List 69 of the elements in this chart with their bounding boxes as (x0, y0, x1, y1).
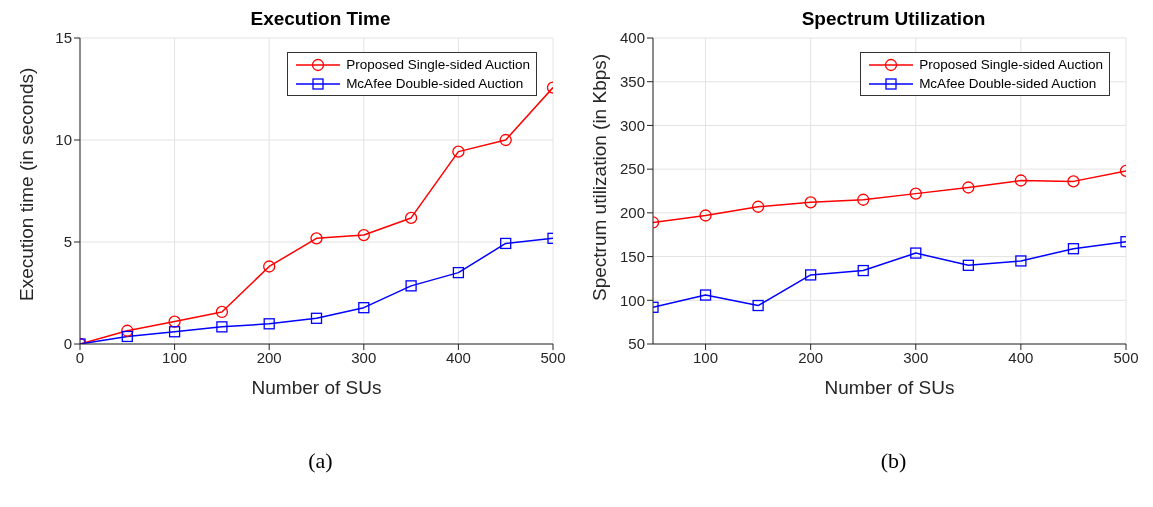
x-tick-label: 500 (1113, 348, 1139, 366)
text: (a) (307, 448, 334, 474)
point (405, 280, 417, 292)
point (1015, 255, 1027, 267)
y-tick-label: 0 (63, 335, 72, 353)
point (215, 305, 229, 319)
x-tick-label: 0 (75, 348, 85, 366)
point (357, 228, 370, 242)
point (909, 187, 922, 200)
y-tick-label: 300 (619, 116, 645, 134)
point (310, 232, 323, 245)
chart-title: Execution Time (249, 8, 392, 30)
y-tick-label: 100 (619, 291, 645, 309)
point (168, 315, 181, 328)
x-tick-label: 400 (1008, 348, 1034, 366)
point (857, 193, 870, 206)
point (1014, 174, 1028, 187)
x-tick-label: 200 (256, 348, 282, 366)
point (121, 324, 134, 337)
legend-label: Proposed Single-sided Auction (919, 57, 1103, 72)
text: (b) (879, 448, 908, 474)
point (857, 264, 869, 277)
x-axis-title: Number of SUs (824, 377, 955, 398)
x-tick-label: 400 (445, 348, 471, 366)
point (699, 289, 712, 301)
chart-title: Spectrum Utilization (800, 8, 987, 30)
legend-label: McAfee Double-sided Auction (919, 76, 1097, 91)
point (910, 247, 922, 259)
point (1067, 175, 1080, 188)
y-tick-label: 10 (55, 131, 72, 149)
point (500, 237, 512, 250)
point (962, 181, 975, 194)
y-axis-title: Execution time (in seconds) (15, 67, 37, 301)
point (263, 318, 275, 330)
point (452, 145, 465, 158)
y-tick-label: 5 (63, 233, 72, 251)
x-tick-label: 500 (540, 348, 566, 366)
point (751, 200, 765, 213)
point (404, 211, 418, 225)
x-tick-label: 100 (693, 348, 719, 366)
point (962, 259, 974, 271)
y-tick-label: 250 (619, 160, 645, 178)
y-tick-label: 50 (628, 335, 645, 353)
y-tick-label: 150 (619, 247, 645, 265)
point (216, 321, 228, 333)
point (1067, 243, 1080, 255)
legend-label: McAfee Double-sided Auction (346, 76, 524, 91)
y-tick-label: 350 (619, 73, 645, 91)
point (263, 260, 276, 273)
point (699, 209, 712, 222)
y-tick-label: 200 (619, 204, 645, 222)
x-tick-label: 300 (351, 348, 377, 366)
point (358, 302, 370, 314)
x-tick-label: 200 (798, 348, 824, 366)
point (752, 299, 764, 312)
point (499, 133, 512, 147)
x-tick-label: 100 (162, 348, 188, 366)
point (310, 312, 323, 324)
legend-label: Proposed Single-sided Auction (346, 57, 530, 72)
x-tick-label: 300 (903, 348, 929, 366)
point (804, 196, 817, 209)
y-tick-label: 400 (619, 29, 645, 47)
x-axis-title: Number of SUs (251, 377, 382, 398)
point (452, 266, 465, 279)
point (121, 330, 133, 343)
point (805, 269, 817, 281)
point (168, 326, 181, 338)
y-axis-title: Spectrum utilization (in Kbps) (588, 53, 610, 301)
y-tick-label: 15 (55, 29, 72, 47)
